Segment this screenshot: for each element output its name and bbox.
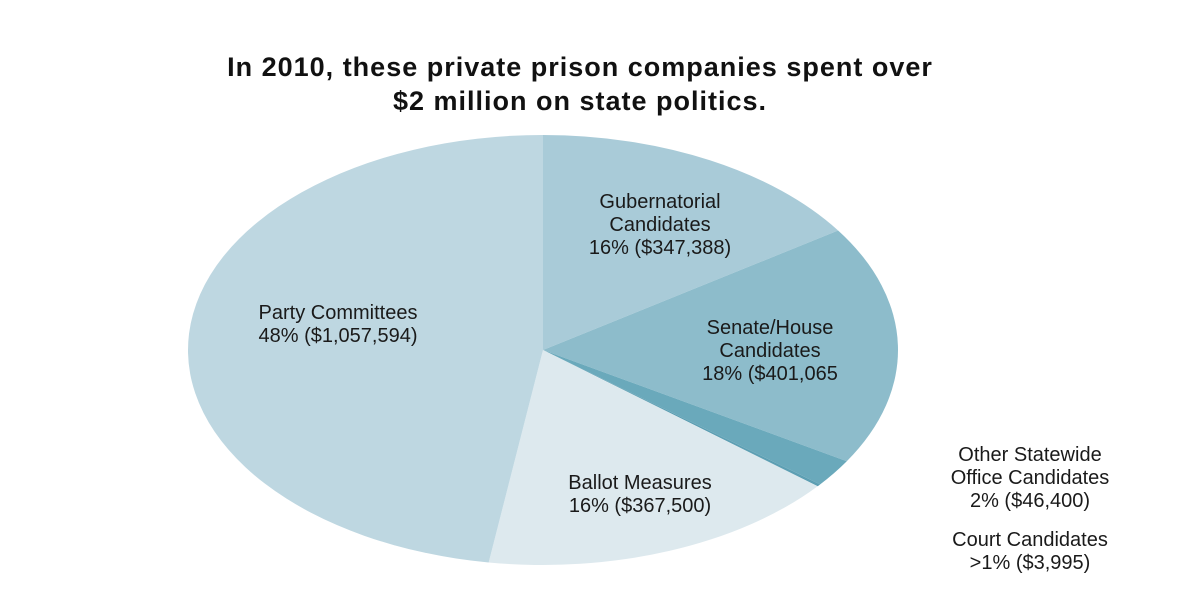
pie-slice-ballot-measures <box>488 350 818 566</box>
slice-label-court: Court Candidates >1% ($3,995) <box>952 529 1108 574</box>
slice-label-party-committees: Party Committees 48% ($1,057,594) <box>258 302 417 347</box>
slice-label-other-statewide: Other Statewide Office Candidates 2% ($46,… <box>951 444 1110 512</box>
slice-label-line: >1% ($3,995) <box>970 552 1091 574</box>
pie-slice-senate-house <box>543 230 898 462</box>
slice-label-line: Other Statewide <box>958 444 1101 466</box>
slice-label-line: 48% ($1,057,594) <box>258 325 417 347</box>
chart-title-line-1: In 2010, these private prison companies … <box>227 52 933 82</box>
pie-slice-court <box>543 350 821 487</box>
slice-label-line: 16% ($367,500) <box>569 495 711 517</box>
chart-title-line-2: $2 million on state politics. <box>392 86 768 116</box>
slice-label-line: Office Candidates <box>951 467 1110 489</box>
slice-label-line: Party Committees <box>259 302 418 324</box>
slice-label-senate-house: Senate/House Candidates 18% ($401,065 <box>702 317 838 385</box>
slice-label-line: Senate/House <box>707 317 834 339</box>
slice-label-line: Ballot Measures <box>568 472 711 494</box>
slice-label-line: 2% ($46,400) <box>970 490 1090 512</box>
slice-label-line: Gubernatorial <box>599 191 720 213</box>
slice-label-line: Candidates <box>609 214 710 236</box>
pie-slice-gubernatorial <box>543 135 839 350</box>
slice-label-line: 16% ($347,388) <box>589 237 731 259</box>
slice-label-gubernatorial: Gubernatorial Candidates 16% ($347,388) <box>589 191 731 259</box>
slice-label-line: Candidates <box>719 340 820 362</box>
pie-slice-other-statewide <box>543 350 847 485</box>
pie-slice-party-committees <box>188 135 543 563</box>
slice-label-line: Court Candidates <box>952 529 1108 551</box>
slice-label-line: 18% ($401,065 <box>702 363 838 385</box>
slice-label-ballot-measures: Ballot Measures 16% ($367,500) <box>568 472 711 517</box>
